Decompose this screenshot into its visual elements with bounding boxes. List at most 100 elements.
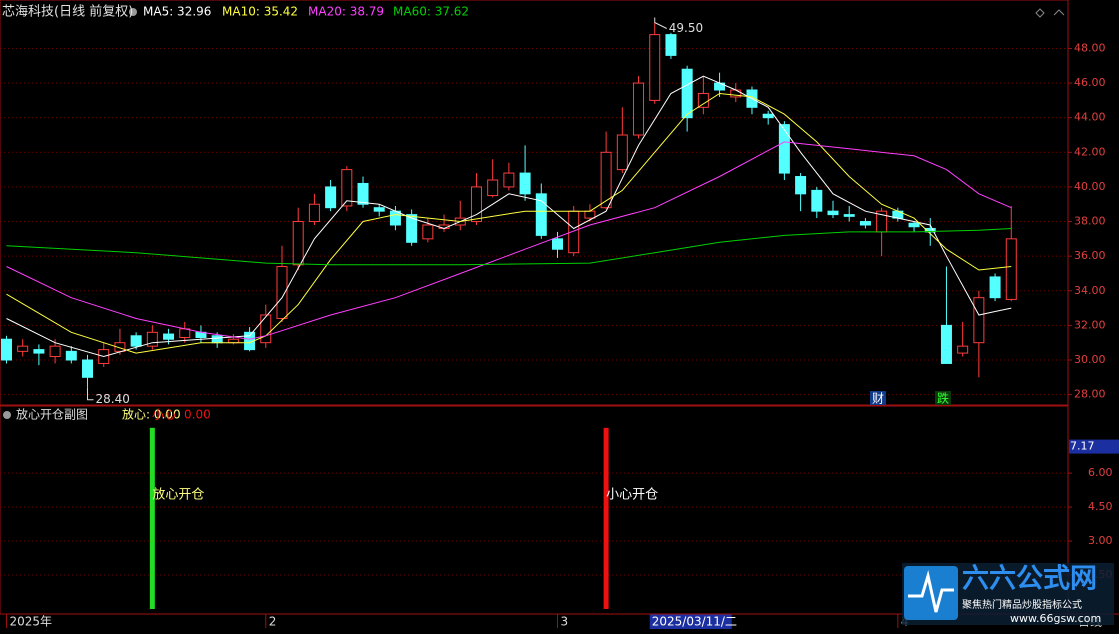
candle-body <box>227 338 239 344</box>
candle-body <box>762 113 774 119</box>
y-tick-label: 32.00 <box>1074 318 1106 331</box>
candle-body <box>535 193 547 236</box>
candle-body <box>973 297 985 344</box>
candle-body <box>146 331 158 347</box>
menu-icon <box>3 411 11 419</box>
candle-body <box>179 328 191 339</box>
candle-body <box>551 238 563 250</box>
badge: 财 <box>872 392 884 406</box>
legend-entry: 放心: 0.00 <box>122 407 181 422</box>
y-tick-label: 40.00 <box>1074 180 1106 193</box>
signal-label: 小心开仓 <box>606 488 658 503</box>
logo-pulse <box>908 570 954 613</box>
y-tick-label: 6.00 <box>1088 466 1113 479</box>
candle-body <box>908 222 920 228</box>
y-tick-label: 34.00 <box>1074 284 1106 297</box>
ma-line <box>6 141 1012 340</box>
candle-body <box>697 92 709 108</box>
candle-body <box>778 124 790 174</box>
legend-entry: MA5: 32.96 <box>143 5 211 19</box>
y-tick-label: 3.00 <box>1088 534 1113 547</box>
legend-entry: MA60: 37.62 <box>393 5 469 19</box>
candle-body <box>373 207 385 212</box>
badge: 跌 <box>937 391 949 406</box>
candle-body <box>633 82 645 136</box>
badge-bg <box>870 391 886 405</box>
min-label: 28.40 <box>96 392 130 406</box>
candle-body <box>325 186 337 209</box>
min-arrow <box>87 387 94 401</box>
candle-body <box>649 34 661 101</box>
candle-body <box>211 335 223 344</box>
logo-url: www.66gsw.com <box>1010 612 1101 625</box>
y-tick-label: 48.00 <box>1074 41 1106 54</box>
candle-body <box>811 189 823 212</box>
candle-body <box>276 266 288 319</box>
main-pane <box>0 0 1069 406</box>
candle-body <box>600 151 612 209</box>
candle-body <box>357 182 369 205</box>
candle-body <box>163 333 175 340</box>
candle-body <box>940 324 952 364</box>
candle-body <box>859 221 871 226</box>
sub-pane <box>0 405 1069 615</box>
ma-line <box>6 228 1012 266</box>
max-arrow <box>654 17 667 29</box>
candle-body <box>341 169 353 207</box>
candle-body <box>519 172 531 195</box>
candle-body <box>49 345 61 358</box>
candle-body <box>681 68 693 119</box>
corner-icon <box>1035 8 1045 18</box>
candle-body <box>130 335 142 347</box>
candle-body <box>292 221 304 266</box>
ma-line <box>6 92 1012 354</box>
max-label: 49.50 <box>669 21 703 35</box>
candle-body <box>65 350 77 361</box>
menu-icon <box>129 8 137 16</box>
legend-entry: MA10: 35.42 <box>222 5 298 19</box>
candle-body <box>989 276 1001 299</box>
badge-bg <box>935 391 951 405</box>
candle-body <box>406 214 418 243</box>
y-tick-label: 36.00 <box>1074 249 1106 262</box>
y-tick-label: 30.00 <box>1074 353 1106 366</box>
logo-title: 六六公式网 <box>962 564 1097 595</box>
signal-label: 放心开仓 <box>152 488 204 503</box>
cursor-date-bg <box>649 614 732 629</box>
candle-body <box>389 210 401 226</box>
y-tick-label: 44.00 <box>1074 111 1106 124</box>
x-tick-label: 3 <box>560 615 568 629</box>
candle-body <box>843 214 855 217</box>
candle-body <box>470 186 482 223</box>
legend-entry: 小心 <box>152 408 176 422</box>
candle-body <box>827 210 839 216</box>
sub-title: 放心开仓副图 <box>16 407 88 422</box>
candle-body <box>0 338 12 361</box>
candle-body <box>114 342 126 352</box>
legend-entry: MA20: 38.79 <box>308 5 384 19</box>
candle-body <box>260 314 272 344</box>
candle-body <box>616 134 628 171</box>
candle-body <box>1005 238 1017 300</box>
candle-body <box>795 176 807 195</box>
candle-body <box>487 179 499 197</box>
ma-line <box>6 75 1012 358</box>
x-tick-label: 2 <box>269 615 277 629</box>
cursor-date: 2025/03/11/二 <box>652 615 737 629</box>
x-tick-label: 2025年 <box>9 615 52 629</box>
cursor-value-bg <box>1069 439 1119 454</box>
y-tick-label: 4.50 <box>1088 500 1113 513</box>
candle-body <box>17 345 29 352</box>
candle-body <box>503 172 515 188</box>
candle-body <box>308 203 320 223</box>
y-tick-label: 28.00 <box>1074 388 1106 401</box>
candle-body <box>957 345 969 354</box>
signal-bar <box>603 427 609 609</box>
y-tick-label: 46.00 <box>1074 76 1106 89</box>
logo-subtitle: 聚焦热门精品炒股指标公式 <box>962 598 1082 611</box>
signal-bar <box>149 427 155 609</box>
candle-body <box>82 359 94 378</box>
